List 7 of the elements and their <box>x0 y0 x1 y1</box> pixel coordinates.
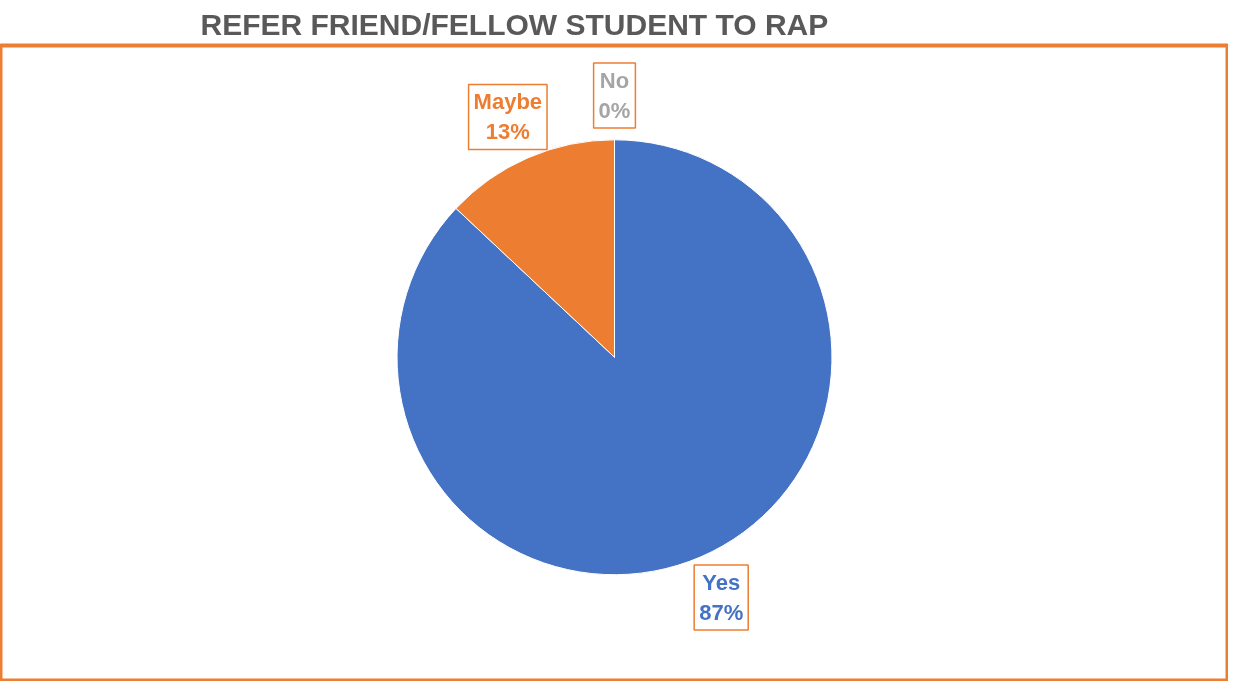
category-label: No <box>599 67 630 93</box>
text: 0% <box>598 97 631 123</box>
slice-label: Yes <box>702 570 741 596</box>
data-label: 13% <box>485 119 530 145</box>
chart-title: REFER FRIEND/FELLOW STUDENT TO RAP <box>200 7 829 41</box>
data-label: 87% <box>699 600 744 626</box>
slice-label: Maybe <box>473 89 543 115</box>
